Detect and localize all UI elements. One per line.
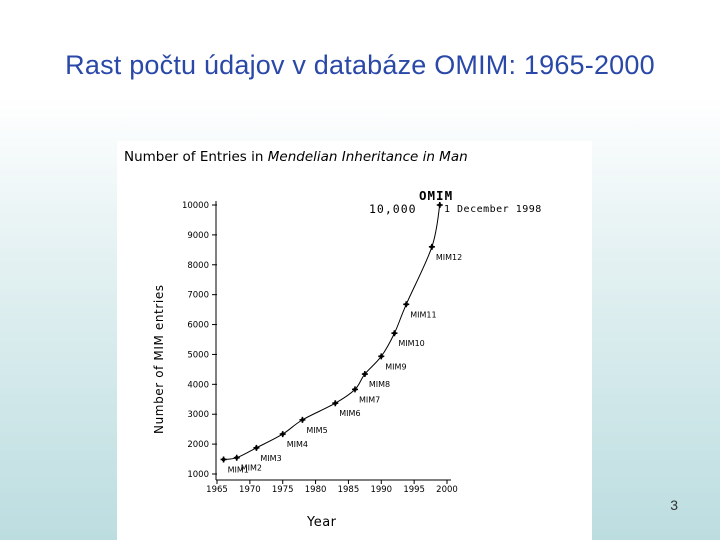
point-label: MIM12 — [436, 253, 462, 262]
x-tick-label: 1965 — [206, 485, 228, 495]
point-label: MIM3 — [260, 454, 281, 463]
y-axis-label: Number of MIM entries — [152, 284, 166, 434]
data-point-dot — [300, 418, 305, 422]
y-tick-label: 6000 — [187, 321, 209, 331]
x-tick-label: 1970 — [239, 485, 261, 495]
data-point-dot — [221, 457, 226, 462]
y-tick-label: 2000 — [187, 440, 209, 450]
data-point-dot — [379, 354, 384, 359]
chart-figure: Number of Entries in Mendelian Inheritan… — [117, 141, 592, 540]
y-tick-label: 9000 — [187, 231, 209, 241]
data-point-dot — [353, 387, 357, 392]
point-label: MIM5 — [306, 426, 327, 435]
y-tick-label: 7000 — [187, 291, 209, 301]
point-label: MIM1 — [228, 465, 249, 474]
count-annotation: 10,000 — [369, 202, 417, 216]
data-point-dot — [392, 331, 397, 336]
date-annotation: 1 December 1998 — [444, 204, 542, 215]
y-tick-label: 4000 — [187, 380, 209, 390]
point-label: MIM10 — [398, 339, 424, 348]
point-label: MIM11 — [410, 310, 436, 319]
series-line — [223, 204, 441, 460]
data-point-dot — [363, 372, 367, 376]
point-label: MIM6 — [339, 409, 360, 418]
data-point-dot — [254, 446, 259, 450]
data-point-dot — [234, 455, 239, 460]
point-label: MIM2 — [241, 464, 262, 473]
omim-annotation: OMIM — [419, 188, 453, 203]
y-tick-label: 3000 — [187, 410, 209, 420]
x-tick-label: 1980 — [305, 485, 327, 495]
chart-title-italic: Mendelian Inheritance in Man — [268, 149, 468, 165]
x-tick-label: 2000 — [436, 485, 458, 495]
y-tick-label: 10000 — [182, 201, 209, 211]
data-point-dot — [404, 302, 409, 307]
x-tick-label: 1975 — [272, 485, 294, 495]
chart-svg: Number of Entries in Mendelian Inheritan… — [124, 149, 542, 530]
x-tick-label: 1995 — [403, 485, 425, 495]
point-label: MIM7 — [359, 395, 380, 404]
page-number: 3 — [670, 497, 678, 513]
point-label: MIM8 — [369, 380, 390, 389]
data-point-dot — [333, 401, 338, 406]
data-point-dot — [430, 245, 434, 249]
axes: 1000 2000 3000 4000 5000 6000 7000 8000 9000 1000… — [182, 201, 458, 495]
point-label: MIM9 — [385, 362, 406, 371]
chart-title-prefix: Number of Entries in — [124, 149, 268, 165]
y-tick-label: 1000 — [187, 470, 209, 480]
data-point-dot — [437, 203, 442, 207]
y-tick-label: 5000 — [187, 350, 209, 360]
y-tick-label: 8000 — [187, 261, 209, 271]
point-label: MIM4 — [287, 440, 308, 449]
x-tick-label: 1985 — [338, 485, 360, 495]
x-axis-label: Year — [306, 515, 337, 530]
chart-title: Number of Entries in Mendelian Inheritan… — [124, 149, 468, 165]
slide-title: Rast počtu údajov v databáze OMIM: 1965-… — [65, 50, 655, 80]
data-point-dot — [280, 432, 285, 436]
x-tick-label: 1990 — [370, 485, 392, 495]
